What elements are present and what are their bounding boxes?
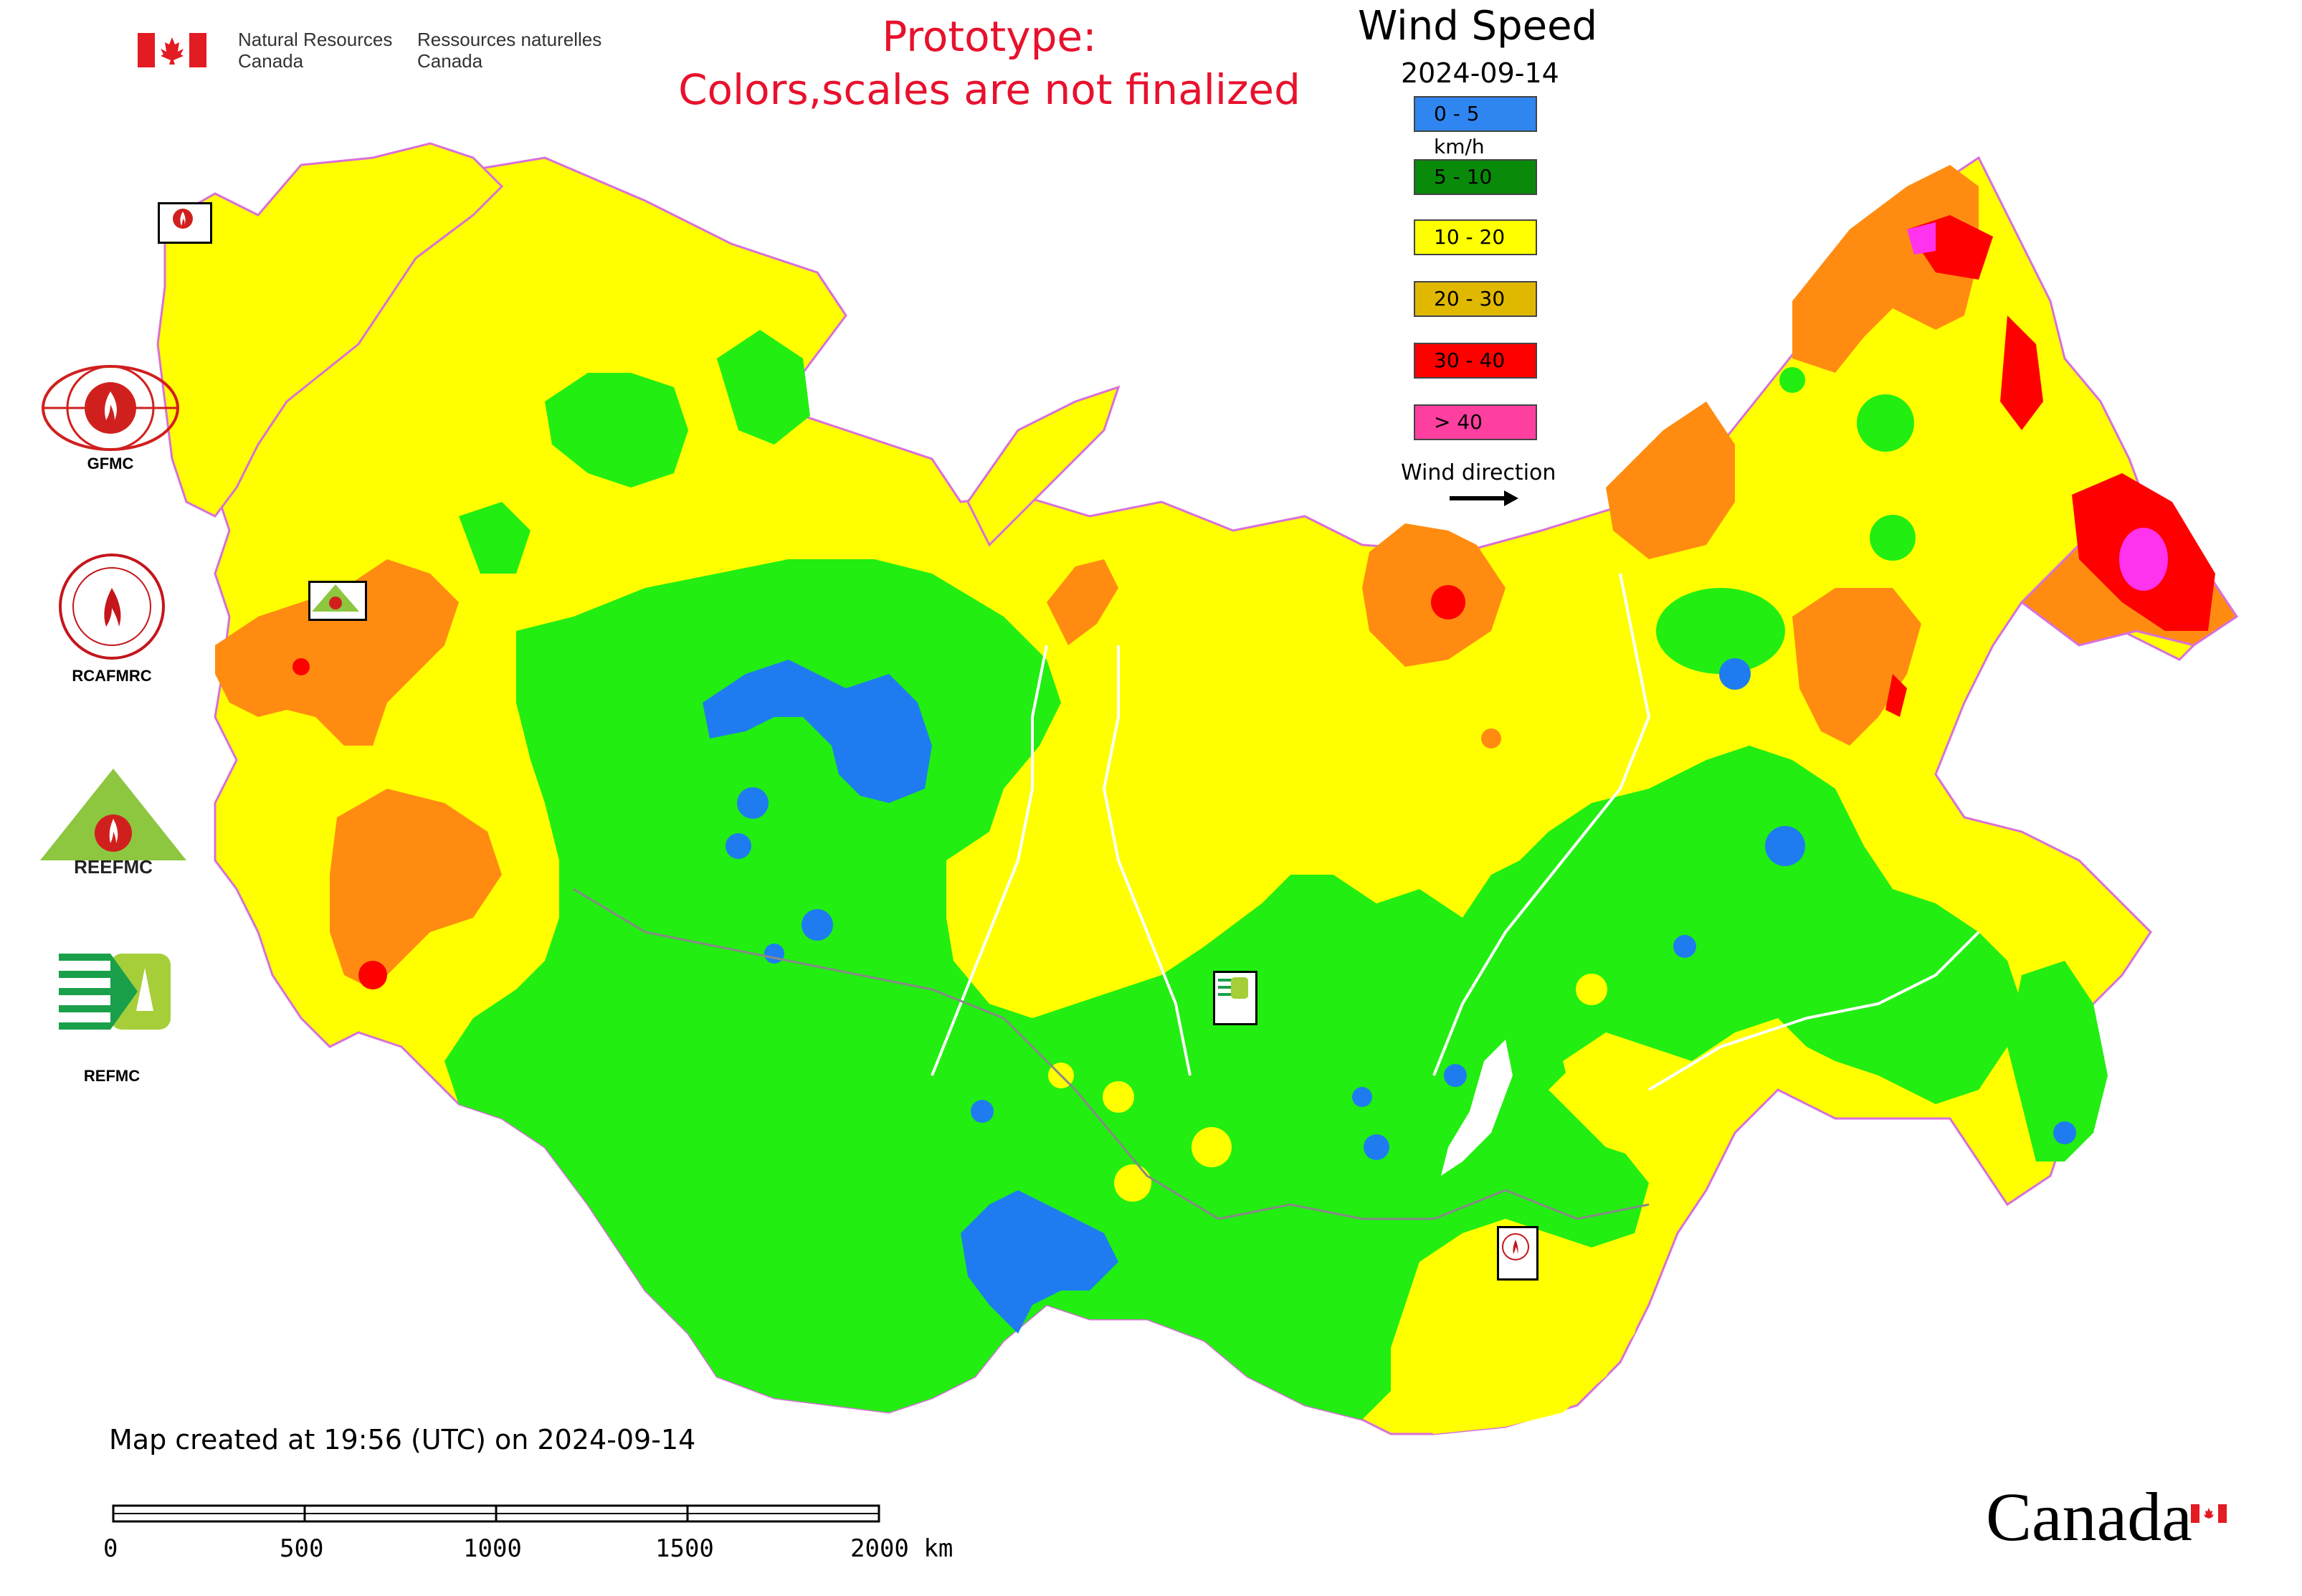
svg-text:REEFMC: REEFMC — [74, 856, 153, 875]
chukotka-light-cell-3 — [1779, 367, 1805, 393]
moderate-dot-5 — [1576, 974, 1607, 1005]
agency-name-fr: Ressources naturelles Canada — [417, 29, 602, 72]
kolyma-light-zone — [1656, 588, 1785, 674]
scale-tick-1000: 1000 — [463, 1534, 522, 1563]
east-siberia-fresh-zone — [1606, 402, 1735, 559]
arrow-right-icon — [1448, 488, 1520, 512]
baikal-lake — [1441, 1040, 1513, 1176]
north-coast-fresh — [1047, 559, 1118, 645]
scale-tick-1500: 1500 — [655, 1534, 714, 1563]
calm-cell-12 — [764, 944, 784, 964]
okhotsk-strong-zone — [2000, 315, 2043, 430]
west-strong-cell — [292, 658, 310, 675]
central-siberia-moderate-zone — [946, 746, 1477, 1018]
legend-class-1: 5 - 10 — [1414, 159, 1537, 195]
reefmc-logo-icon: REEFMC — [37, 767, 189, 878]
legend-class-0: 0 - 5 km/h — [1414, 96, 1537, 158]
moderate-dot-3 — [1103, 1081, 1134, 1113]
gfmc-logo-icon — [40, 363, 181, 453]
gfmc-label: GFMC — [87, 455, 134, 472]
calm-cell-11 — [971, 1100, 994, 1123]
calm-cell-8 — [1444, 1064, 1467, 1087]
primorye-light-zone — [2007, 961, 2108, 1162]
kazakh-calm-zone — [961, 1190, 1118, 1334]
yakutsk-fresh-cell — [1481, 728, 1501, 749]
reefmc-map-marker — [308, 581, 367, 621]
canada-flag-icon — [138, 33, 206, 67]
chukotka-light-cell-2 — [1870, 515, 1916, 561]
chukotka-gale-zone — [1907, 222, 1936, 255]
gfmc-map-marker — [158, 202, 212, 244]
kamchatka-gale-zone — [2119, 528, 2168, 591]
ob-river — [931, 645, 1048, 1076]
canada-wordmark: Canada — [1986, 1478, 2192, 1555]
legend-class-2: 10 - 20 — [1414, 219, 1537, 255]
rcafmrc-map-marker — [1497, 1226, 1538, 1281]
calm-cell-9 — [1673, 935, 1696, 958]
legend-class-5: > 40 — [1414, 404, 1537, 440]
refmc-logo-icon — [59, 946, 171, 1037]
rcafmrc-label: RCAFMRC — [72, 667, 152, 685]
calm-cell-6 — [1364, 1134, 1389, 1160]
karelia-light-zone — [545, 373, 688, 488]
legend-class-3: 20 - 30 — [1414, 281, 1537, 317]
calm-cell-5 — [1719, 658, 1751, 690]
western-russia-fresh-zone — [215, 559, 459, 746]
yakutia-strong-cell — [1431, 585, 1465, 619]
yenisei-river — [1102, 645, 1192, 1076]
legend-date: 2024-09-14 — [1401, 57, 1559, 89]
west-siberia-calm-zone — [703, 660, 932, 803]
wordmark-flag-icon — [2191, 1504, 2227, 1523]
scale-bar — [112, 1504, 882, 1523]
volga-fresh-zone — [330, 789, 502, 989]
north-light-zone — [459, 502, 531, 574]
map-created-caption: Map created at 19:56 (UTC) on 2024-09-14 — [109, 1424, 696, 1455]
scale-tick-0: 0 — [103, 1534, 118, 1563]
transbaikal-moderate-zone — [1391, 1219, 1649, 1434]
amur-river — [1647, 931, 1980, 1091]
wind-direction-label: Wind direction — [1401, 460, 1556, 485]
refmc-map-marker — [1213, 971, 1257, 1025]
legend-title: Wind Speed — [1358, 3, 1598, 49]
okhotsk-coast-strong — [1885, 674, 1907, 717]
calm-cell-2 — [726, 833, 751, 859]
prototype-notice-line1: Prototype: — [882, 12, 1097, 61]
lena-river — [1432, 573, 1651, 1076]
moderate-dot-2 — [1192, 1127, 1232, 1167]
amur-moderate-zone — [1563, 1032, 1721, 1162]
refmc-label: REFMC — [83, 1067, 141, 1085]
tien-shan-light-zone — [1283, 889, 1362, 961]
calm-cell-1 — [737, 787, 769, 819]
calm-cell-4 — [1765, 826, 1805, 866]
scale-tick-500: 500 — [280, 1534, 324, 1563]
prototype-notice: Prototype: Colors,scales are not finaliz… — [645, 10, 1333, 116]
kola-light-zone — [717, 330, 810, 445]
novaya-zemlya-land — [966, 385, 1121, 547]
scale-tick-2000: 2000 km — [850, 1534, 953, 1563]
volga-strong-cell — [358, 961, 387, 989]
calm-cell-10 — [2053, 1121, 2076, 1144]
calm-cell-7 — [1352, 1087, 1372, 1107]
agency-name-en: Natural Resources Canada — [238, 29, 393, 72]
rcafmrc-logo-icon — [57, 552, 166, 661]
moderate-dot-1 — [1114, 1164, 1151, 1202]
chukotka-light-cell-1 — [1857, 394, 1914, 452]
scandinavia-land — [156, 142, 504, 518]
legend-class-4: 30 - 40 — [1414, 343, 1537, 379]
prototype-notice-line2: Colors,scales are not finalized — [678, 65, 1300, 114]
northeast-fresh-zone — [1792, 165, 1979, 373]
yakutia-fresh-zone — [1792, 588, 1921, 746]
country-border — [573, 888, 1650, 1220]
calm-cell-3 — [802, 909, 833, 941]
